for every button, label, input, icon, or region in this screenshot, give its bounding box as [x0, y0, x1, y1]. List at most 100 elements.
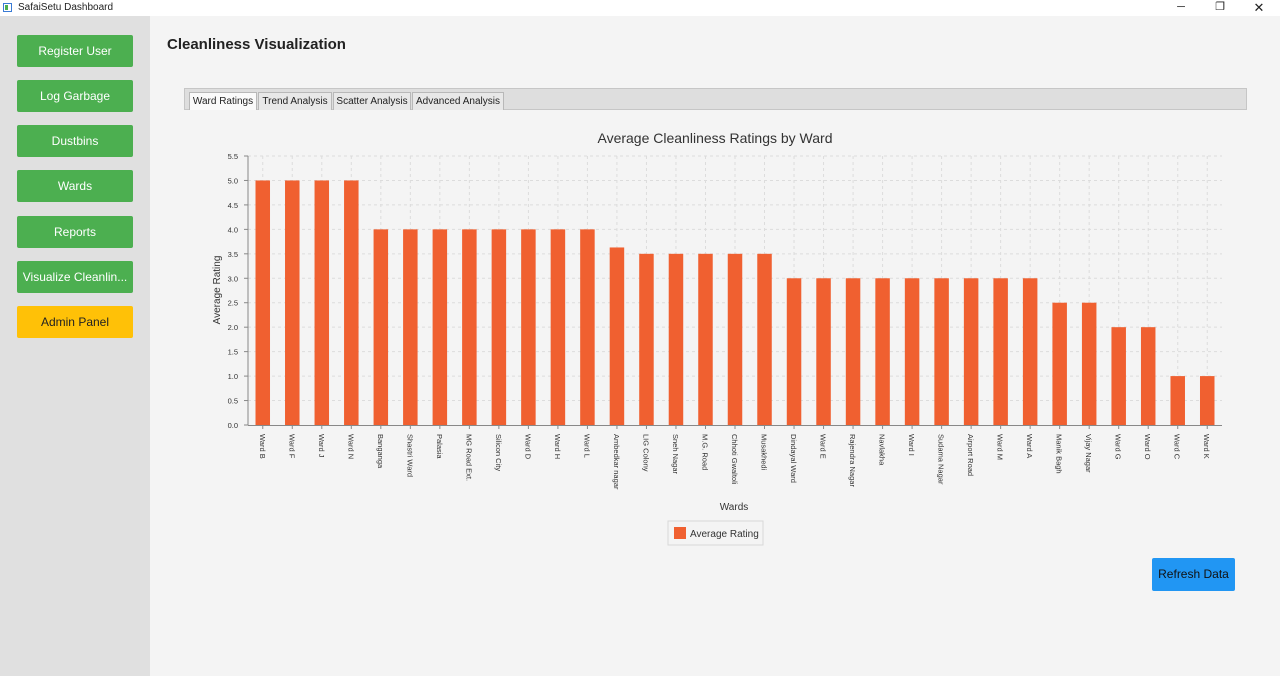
y-tick-label: 0.5 [228, 397, 238, 406]
bar [1052, 302, 1067, 425]
bar [1199, 376, 1215, 425]
x-tick-label: Ward J [317, 434, 326, 458]
wards-button[interactable]: Wards [17, 170, 133, 202]
tab-scatter-analysis[interactable]: Scatter Analysis [333, 92, 411, 110]
visualize-cleanliness-button[interactable]: Visualize Cleanlin... [17, 261, 133, 293]
bar [1081, 302, 1097, 425]
x-tick-label: Chhoti Gwaltoli [730, 434, 739, 485]
page-title: Cleanliness Visualization [167, 36, 346, 53]
x-tick-label: Airport Road [966, 434, 975, 476]
x-tick-label: Shastri Ward [405, 434, 414, 477]
bar [639, 253, 654, 425]
bar [580, 229, 595, 425]
bar [550, 229, 566, 425]
x-tick-label: Ward N [346, 434, 355, 459]
bar [285, 180, 300, 425]
bar [816, 278, 831, 425]
x-tick-label: Ward C [1173, 434, 1182, 460]
x-tick-label: Navlakha [878, 434, 887, 466]
y-tick-label: 1.0 [228, 372, 238, 381]
dustbins-button[interactable]: Dustbins [17, 125, 133, 157]
bar [1170, 376, 1185, 425]
x-tick-label: Ward G [1114, 434, 1123, 460]
bar [255, 180, 271, 425]
bar [491, 229, 507, 425]
tab-trend-analysis[interactable]: Trend Analysis [258, 92, 332, 110]
x-tick-label: MG Road Ext. [464, 434, 473, 481]
x-tick-label: Ward L [582, 434, 591, 458]
bar [403, 229, 418, 425]
x-tick-label: LIG Colony [641, 434, 650, 472]
x-tick-label: Ward M [996, 434, 1005, 460]
x-tick-label: Ward A [1025, 434, 1034, 458]
legend-box [667, 520, 764, 546]
bar [904, 278, 920, 425]
bar [344, 180, 359, 425]
x-tick-label: Vijay Nagar [1084, 434, 1093, 473]
bar [757, 253, 772, 425]
bar [934, 278, 949, 425]
x-tick-label: Banganga [376, 434, 385, 469]
bar [521, 229, 536, 425]
x-tick-label: Sudama Nagar [937, 434, 946, 485]
x-tick-label: Dindayal Ward [789, 434, 798, 483]
y-tick-label: 4.0 [228, 225, 238, 234]
bar [1111, 327, 1126, 425]
sidebar: Register User Log Garbage Dustbins Wards… [0, 16, 150, 676]
y-tick-label: 2.5 [228, 299, 238, 308]
bar [993, 278, 1008, 425]
chart-title: Average Cleanliness Ratings by Ward [597, 130, 832, 146]
reports-button[interactable]: Reports [17, 216, 133, 248]
minimize-icon[interactable]: ─ [1177, 1, 1185, 13]
bar [875, 278, 890, 425]
x-tick-label: Ambedkar nagar [612, 434, 621, 490]
bar [373, 229, 389, 425]
x-tick-label: Ward H [553, 434, 562, 459]
legend-label: Average Rating [690, 529, 759, 540]
window-title: SafaiSetu Dashboard [18, 2, 114, 13]
tab-bar: Ward Ratings Trend Analysis Scatter Anal… [184, 88, 1247, 110]
bar [462, 229, 477, 425]
y-tick-label: 0.0 [228, 421, 238, 430]
app-icon [3, 3, 12, 12]
y-tick-label: 2.0 [228, 323, 238, 332]
x-tick-label: Ward F [287, 434, 296, 459]
x-axis-label: Wards [720, 502, 749, 513]
close-icon[interactable]: ✕ [1253, 0, 1265, 15]
x-tick-label: M.G. Road [700, 434, 709, 470]
register-user-button[interactable]: Register User [17, 35, 133, 67]
refresh-data-button[interactable]: Refresh Data [1152, 558, 1235, 591]
tab-advanced-analysis[interactable]: Advanced Analysis [412, 92, 504, 110]
legend-swatch [674, 527, 686, 539]
bar [1140, 327, 1156, 425]
bar [727, 253, 743, 425]
admin-panel-button[interactable]: Admin Panel [17, 306, 133, 338]
y-tick-label: 3.5 [228, 250, 238, 259]
x-tick-label: Rajendra Nagar [848, 434, 857, 487]
x-tick-label: Ward B [258, 434, 267, 459]
bar [698, 253, 713, 425]
x-tick-label: Silicon City [494, 434, 503, 471]
y-tick-label: 5.0 [228, 176, 238, 185]
y-tick-label: 3.0 [228, 274, 238, 283]
bar [1022, 278, 1038, 425]
x-tick-label: Ward O [1143, 434, 1152, 460]
title-bar: SafaiSetu Dashboard ─ ❐ ✕ [0, 0, 1280, 16]
log-garbage-button[interactable]: Log Garbage [17, 80, 133, 112]
y-axis-label: Average Rating [212, 256, 223, 325]
x-tick-label: Manik Bagh [1055, 434, 1064, 474]
y-tick-label: 5.5 [228, 152, 238, 161]
bar [668, 253, 684, 425]
tab-ward-ratings[interactable]: Ward Ratings [189, 92, 257, 110]
bar [963, 278, 979, 425]
bar [432, 229, 448, 425]
maximize-icon[interactable]: ❐ [1215, 1, 1225, 13]
x-tick-label: Ward I [907, 434, 916, 456]
y-tick-label: 4.5 [228, 201, 238, 210]
bar [845, 278, 861, 425]
x-tick-label: Musakhedi [760, 434, 769, 471]
x-tick-label: Sneh Nagar [671, 434, 680, 475]
bar [609, 247, 625, 425]
x-tick-label: Ward K [1202, 434, 1211, 459]
x-tick-label: Ward D [523, 434, 532, 460]
